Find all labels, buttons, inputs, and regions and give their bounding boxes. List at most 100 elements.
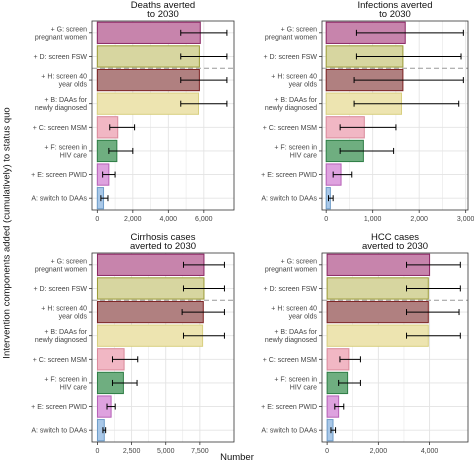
panel-1-title: Deaths averted to 2030	[131, 0, 195, 20]
x-axis-title: Number	[220, 452, 254, 463]
panel-1-category-label-line: + E: screen PWID	[31, 172, 87, 179]
panel-1-x-tick-label: 4,000	[160, 216, 178, 223]
panel-3-category-label: A: switch to DAAs	[31, 428, 87, 435]
panel-3-category-label-line: HIV care	[60, 384, 87, 391]
y-axis-title-text: Intervention components added (cumulativ…	[1, 107, 13, 359]
y-axis-title: Intervention components added (cumulativ…	[0, 0, 14, 466]
panel-3-category-label: + B: DAAs for newly diagnosed	[35, 329, 88, 344]
panel-2-category-label-line: HIV care	[290, 152, 317, 159]
panel-3-category-label: + E: screen PWID	[31, 404, 87, 411]
panel-2-title: Infections averted to 2030	[358, 0, 433, 20]
panel-2-category-label: + D: screen FSW	[264, 54, 318, 61]
panel-4-category-label-line: A: switch to DAAs	[261, 428, 317, 435]
panel-1-x-tick-label: 0	[95, 216, 99, 223]
panel-2-category-label-line: pregnant women	[265, 34, 317, 41]
panel-4-category-label: + B: DAAs for newly diagnosed	[265, 329, 318, 344]
panel-2-category-label: A: switch to DAAs	[261, 196, 317, 203]
panel-3-title-line: Cirrhosis cases	[131, 232, 196, 243]
panel-1-category-label: + E: screen PWID	[31, 172, 87, 179]
panel-2-x-tick-label: 3,000	[457, 216, 474, 223]
panel-3-category-label: + G: screen pregnant women	[35, 258, 87, 273]
panel-4-category-label-line: + D: screen FSW	[264, 286, 318, 293]
panel-3-category-label-line: + H: screen 40	[41, 306, 87, 313]
panel-3-border	[91, 252, 235, 443]
panel-3-title: Cirrhosis cases averted to 2030	[130, 232, 196, 252]
panel-4-category-label-line: newly diagnosed	[265, 337, 317, 344]
panel-3-category-label: + C: screen MSM	[33, 357, 87, 364]
panel-4-x-tick-label: 2,000	[370, 448, 388, 455]
panel-1-category-label-line: + D: screen FSW	[34, 54, 88, 61]
panel-3-category-label-line: + E: screen PWID	[31, 404, 87, 411]
panel-3-category-label-line: + D: screen FSW	[34, 286, 88, 293]
panel-4-category-label-line: + H: screen 40	[271, 306, 317, 313]
panel-4-title: HCC cases averted to 2030	[362, 232, 428, 252]
panel-2-category-label-line: + F: screen in	[274, 144, 317, 151]
panel-2-x-tick-label: 1,000	[364, 216, 382, 223]
panel-1-category-label: + B: DAAs for newly diagnosed	[35, 97, 88, 112]
panel-1-category-label: + H: screen 40 year olds	[41, 74, 87, 89]
panel-1-category-label-line: newly diagnosed	[35, 105, 87, 112]
panel-3-category-label: + H: screen 40 year olds	[41, 306, 87, 321]
panel-4: HCC cases averted to 2030 + G: screen pregn…	[261, 232, 469, 455]
panel-2-category-label-line: + H: screen 40	[271, 74, 317, 81]
panel-2-category-label: + C: screen MSM	[263, 125, 317, 132]
panel-4-category-label-line: + G: screen	[281, 258, 317, 265]
panel-3-x-tick-label: 7,500	[191, 448, 209, 455]
panel-1-title-line: to 2030	[147, 9, 179, 20]
panel-4-category-label: + E: screen PWID	[261, 404, 317, 411]
panel-2-x-tick-label: 2,000	[410, 216, 428, 223]
panel-4-category-label-line: + F: screen in	[274, 376, 317, 383]
panel-1: Deaths averted to 2030 + G: screen pregnant…	[31, 0, 235, 223]
panel-1-category-label-line: + C: screen MSM	[33, 125, 87, 132]
panel-2-category-label: + F: screen in HIV care	[274, 144, 317, 159]
panel-4-category-label-line: year olds	[289, 314, 318, 321]
panel-2: Infections averted to 2030 + G: screen preg…	[261, 0, 474, 223]
panel-1-x-tick-label: 6,000	[195, 216, 213, 223]
panel-4-category-label-line: HIV care	[290, 384, 317, 391]
panel-1-category-label: A: switch to DAAs	[31, 196, 87, 203]
panel-1-category-label-line: year olds	[59, 82, 88, 89]
panel-1-title-line: Deaths averted	[131, 0, 195, 11]
panel-4-title-line: averted to 2030	[362, 241, 428, 252]
panel-3-category-label-line: A: switch to DAAs	[31, 428, 87, 435]
panel-3-category-label-line: year olds	[59, 314, 88, 321]
panel-4-category-label-line: + B: DAAs for	[274, 329, 317, 336]
panel-2-title-line: Infections averted	[358, 0, 433, 11]
panel-2-category-label-line: newly diagnosed	[265, 105, 317, 112]
panel-4-category-label: A: switch to DAAs	[261, 428, 317, 435]
panel-2-category-label-line: + B: DAAs for	[274, 97, 317, 104]
panel-1-category-label-line: + F: screen in	[44, 144, 87, 151]
panel-1-category-label-line: pregnant women	[35, 34, 87, 41]
panel-2-category-label: + B: DAAs for newly diagnosed	[265, 97, 318, 112]
panel-3-category-label-line: + C: screen MSM	[33, 357, 87, 364]
panel-4-category-label: + H: screen 40 year olds	[271, 306, 317, 321]
panel-2-category-label-line: year olds	[289, 82, 318, 89]
panel-2-title-line: to 2030	[379, 9, 411, 20]
panel-4-category-label: + C: screen MSM	[263, 357, 317, 364]
panel-1-category-label-line: HIV care	[60, 152, 87, 159]
panel-2-category-label-line: + D: screen FSW	[264, 54, 318, 61]
panel-1-category-label-line: + H: screen 40	[41, 74, 87, 81]
panel-3-category-label: + D: screen FSW	[34, 286, 88, 293]
panel-2-category-label-line: A: switch to DAAs	[261, 196, 317, 203]
panel-1-border	[91, 20, 235, 211]
panel-3-category-label-line: + B: DAAs for	[44, 329, 87, 336]
panel-1-category-label: + F: screen in HIV care	[44, 144, 87, 159]
panel-3: Cirrhosis cases averted to 2030 + G: scree…	[31, 232, 235, 455]
panel-3-title-line: averted to 2030	[130, 241, 196, 252]
panel-1-category-label: + G: screen pregnant women	[35, 26, 87, 41]
panel-4-category-label-line: + C: screen MSM	[263, 357, 317, 364]
panel-3-category-label-line: pregnant women	[35, 266, 87, 273]
panel-2-category-label-line: + E: screen PWID	[261, 172, 317, 179]
panel-3-category-label-line: + F: screen in	[44, 376, 87, 383]
panel-2-category-label-line: + G: screen	[281, 26, 317, 33]
panel-2-category-label: + H: screen 40 year olds	[271, 74, 317, 89]
panel-4-category-label: + D: screen FSW	[264, 286, 318, 293]
panel-2-border	[321, 20, 469, 211]
panel-4-category-label-line: + E: screen PWID	[261, 404, 317, 411]
panel-2-category-label: + G: screen pregnant women	[265, 26, 317, 41]
panel-4-category-label: + F: screen in HIV care	[274, 376, 317, 391]
panel-1-category-label: + C: screen MSM	[33, 125, 87, 132]
panel-1-category-label-line: + G: screen	[51, 26, 87, 33]
